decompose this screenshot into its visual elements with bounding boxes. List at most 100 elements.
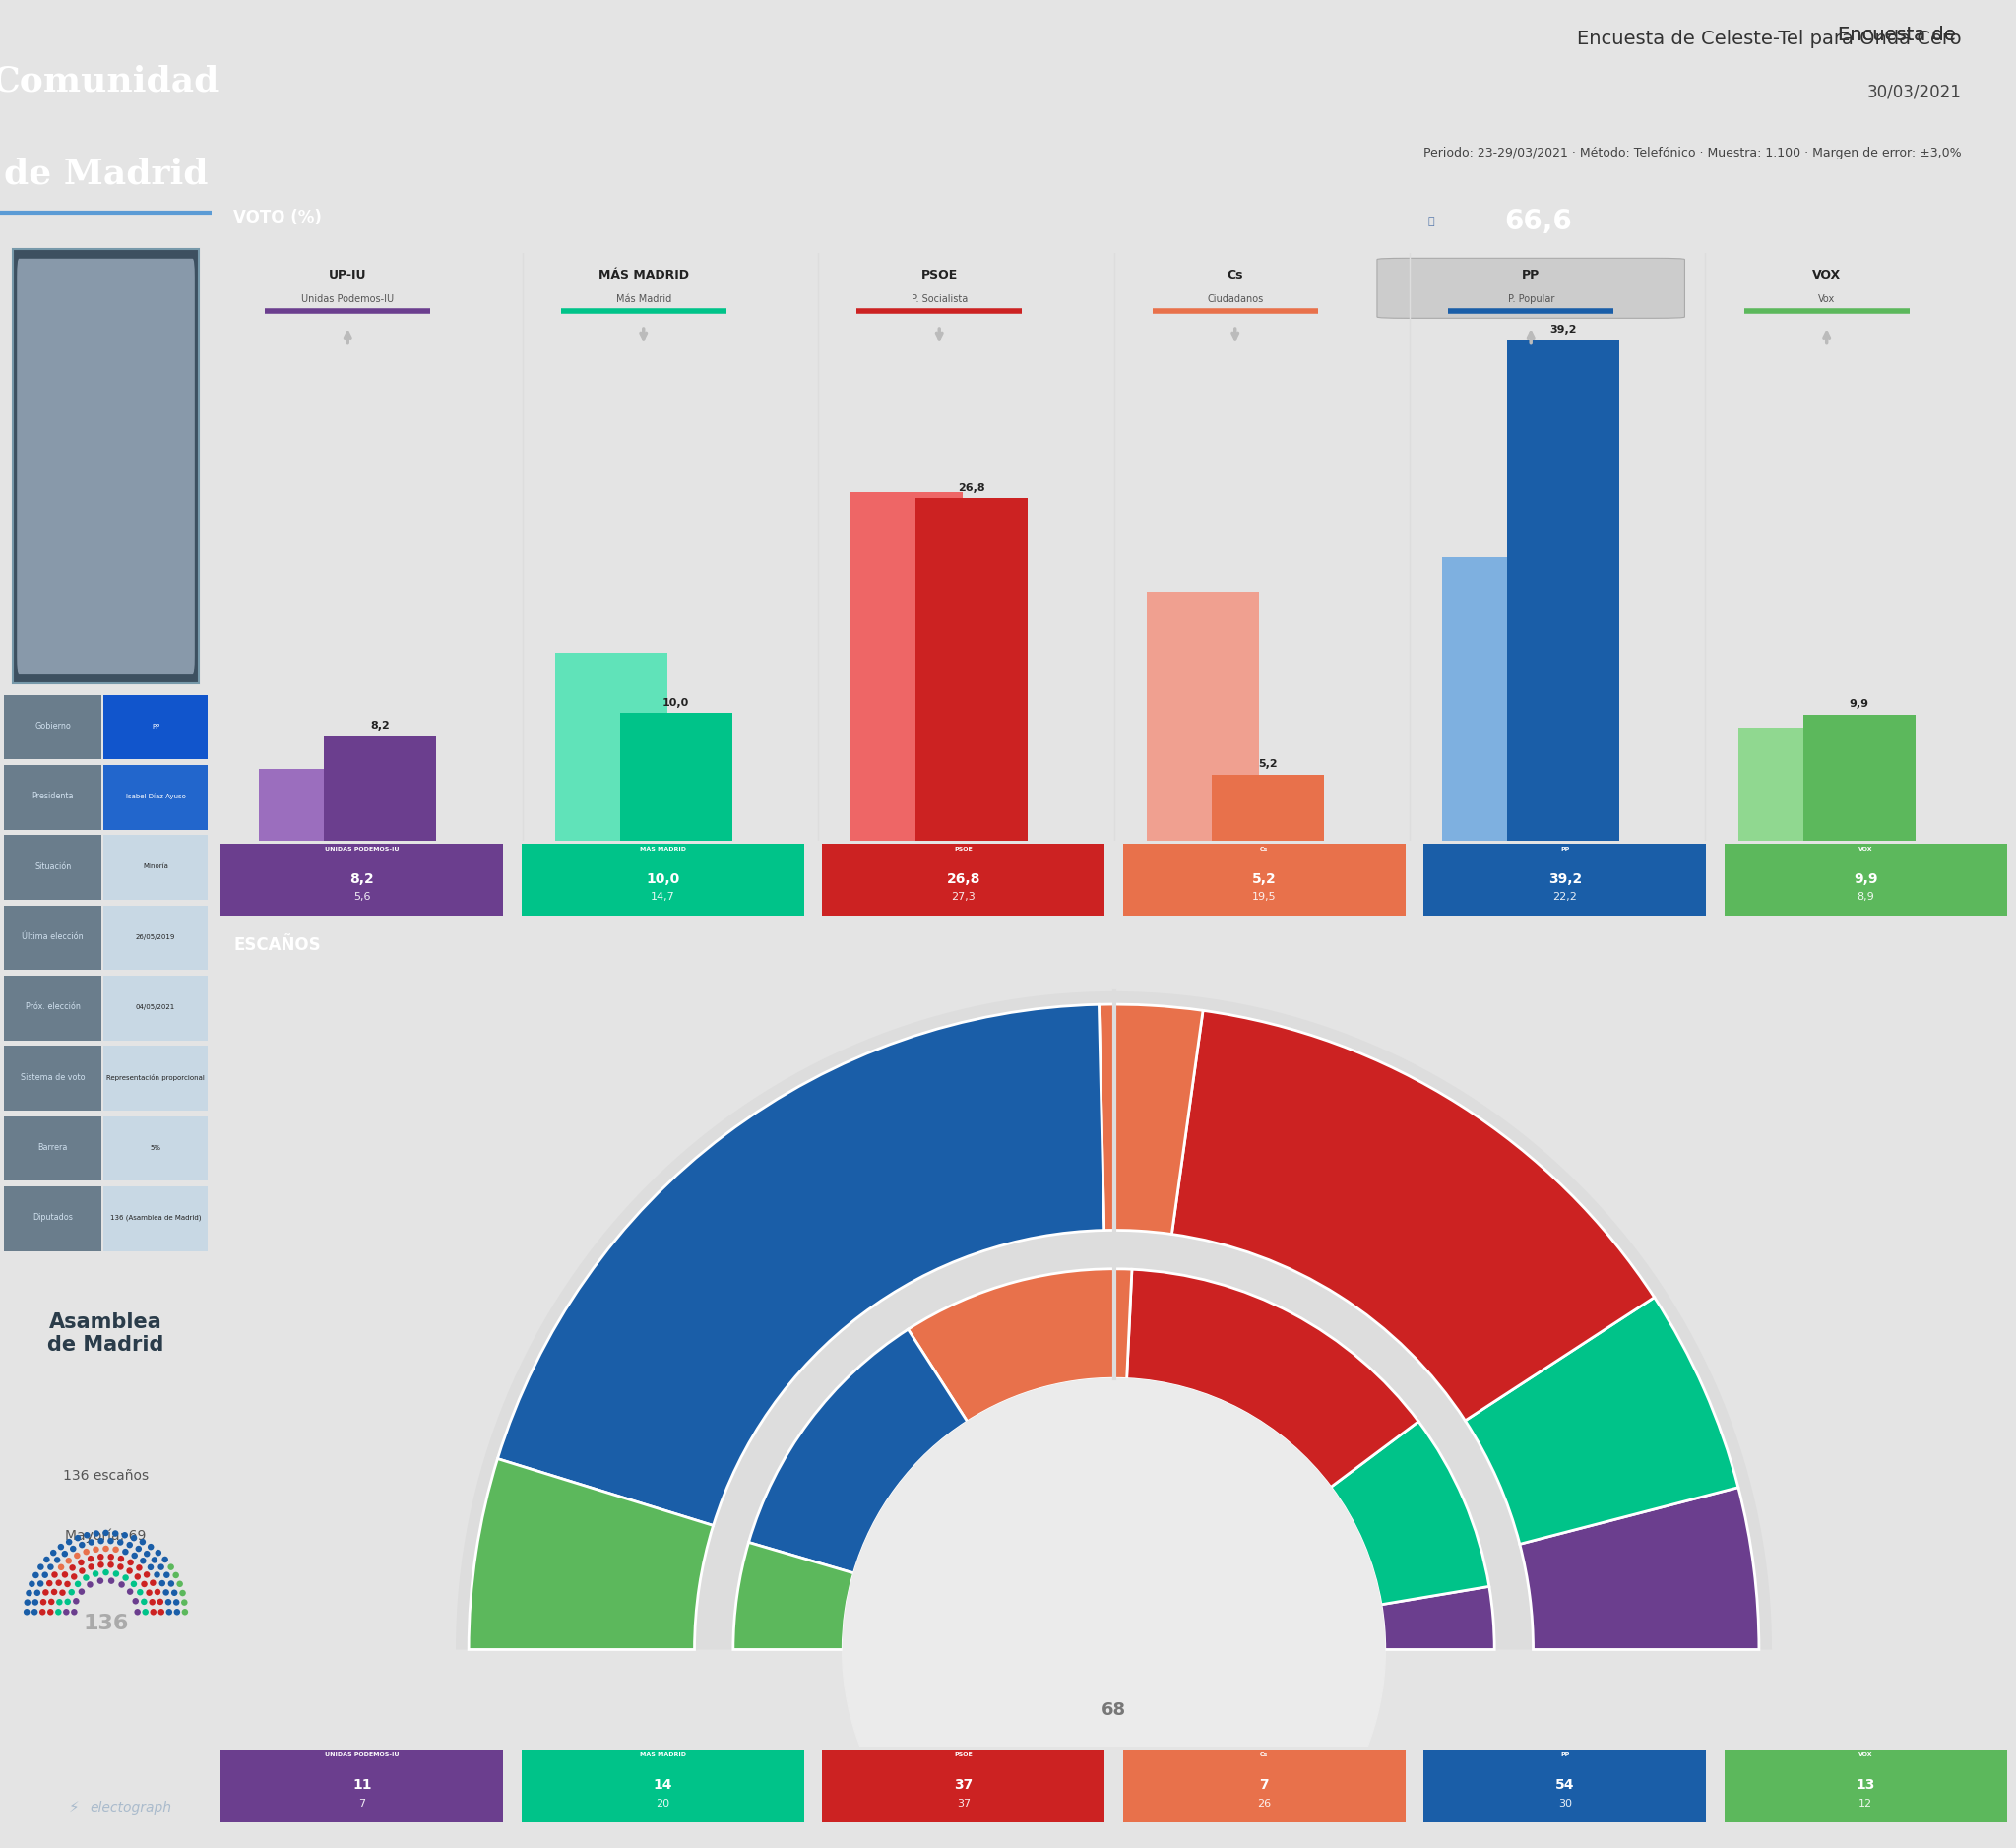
Wedge shape xyxy=(1520,1488,1760,1650)
Text: 64,3: 64,3 xyxy=(1504,272,1532,285)
Text: 9,9: 9,9 xyxy=(1853,872,1877,885)
Text: 5,6: 5,6 xyxy=(353,891,371,902)
Text: 12: 12 xyxy=(1859,1798,1873,1809)
Text: 5%: 5% xyxy=(149,1144,161,1151)
Text: Representación proporcional: Representación proporcional xyxy=(107,1074,206,1081)
Text: PSOE: PSOE xyxy=(921,268,958,281)
Text: VOX: VOX xyxy=(1812,268,1841,281)
Bar xyxy=(4,765,101,830)
Point xyxy=(163,1569,196,1599)
Point xyxy=(161,1597,194,1626)
Point xyxy=(117,1569,149,1599)
Text: P. Popular: P. Popular xyxy=(1508,294,1554,303)
Point xyxy=(143,1587,175,1617)
Point xyxy=(85,1550,117,1580)
Point xyxy=(26,1587,58,1617)
Text: Unidas Podemos-IU: Unidas Podemos-IU xyxy=(302,294,393,303)
Point xyxy=(159,1578,192,1608)
Text: PP: PP xyxy=(1560,1752,1570,1757)
Point xyxy=(67,1530,99,1560)
Text: Sistema de voto: Sistema de voto xyxy=(20,1074,85,1081)
Point xyxy=(155,1552,187,1582)
Point xyxy=(131,1560,163,1589)
Point xyxy=(48,1560,81,1589)
Bar xyxy=(4,976,101,1040)
Bar xyxy=(522,1750,804,1822)
Wedge shape xyxy=(498,1005,1105,1525)
Text: MÁS MADRID: MÁS MADRID xyxy=(639,846,685,852)
Text: 13: 13 xyxy=(1857,1778,1875,1793)
Point xyxy=(153,1587,185,1617)
Point xyxy=(145,1569,177,1599)
Point xyxy=(89,1517,121,1547)
Text: UP-IU: UP-IU xyxy=(329,268,367,281)
Point xyxy=(52,1526,85,1556)
Text: Cs: Cs xyxy=(1260,846,1268,852)
Point xyxy=(62,1569,95,1599)
Point xyxy=(149,1545,181,1574)
Point xyxy=(127,1526,159,1556)
Point xyxy=(16,1569,48,1599)
Point xyxy=(129,1569,161,1599)
Bar xyxy=(220,845,504,915)
Bar xyxy=(823,845,1105,915)
Point xyxy=(99,1534,131,1563)
Text: electograph: electograph xyxy=(91,1802,171,1815)
Point xyxy=(141,1560,173,1589)
Point xyxy=(75,1552,107,1582)
Point xyxy=(127,1547,159,1576)
Point xyxy=(133,1578,165,1608)
Point xyxy=(137,1569,169,1599)
Point xyxy=(101,1560,133,1589)
Circle shape xyxy=(843,1379,1385,1848)
Bar xyxy=(258,769,371,841)
Text: 20: 20 xyxy=(655,1798,669,1809)
Point xyxy=(155,1569,187,1599)
Point xyxy=(34,1552,67,1582)
Text: MÁS MADRID: MÁS MADRID xyxy=(599,268,689,281)
Text: UNIDAS PODEMOS-IU: UNIDAS PODEMOS-IU xyxy=(325,1752,399,1757)
Text: 10,0: 10,0 xyxy=(663,699,689,708)
Point xyxy=(135,1552,167,1582)
Text: 14,7: 14,7 xyxy=(651,891,675,902)
Bar xyxy=(1802,715,1915,841)
Point xyxy=(149,1578,181,1608)
Point xyxy=(60,1586,93,1615)
Point xyxy=(71,1521,103,1550)
Wedge shape xyxy=(1171,1011,1655,1421)
Circle shape xyxy=(843,1379,1385,1848)
Point xyxy=(58,1562,91,1591)
Text: 136: 136 xyxy=(83,1613,129,1634)
Point xyxy=(113,1556,145,1586)
Point xyxy=(24,1569,56,1599)
Wedge shape xyxy=(1331,1421,1490,1604)
Point xyxy=(46,1578,79,1608)
Point xyxy=(95,1541,127,1571)
Point xyxy=(119,1541,151,1571)
Point xyxy=(109,1521,141,1550)
Point xyxy=(159,1560,192,1589)
Text: Ciudadanos: Ciudadanos xyxy=(1208,294,1264,303)
Bar xyxy=(103,695,208,760)
Point xyxy=(123,1552,155,1582)
Text: PP: PP xyxy=(1560,846,1570,852)
Bar xyxy=(4,906,101,970)
Point xyxy=(151,1560,183,1589)
Point xyxy=(123,1534,155,1563)
Point xyxy=(113,1530,145,1560)
Text: 39,2: 39,2 xyxy=(1548,872,1583,885)
Point xyxy=(28,1560,60,1589)
Bar xyxy=(522,845,804,915)
Point xyxy=(109,1563,141,1593)
Bar xyxy=(1724,1750,2008,1822)
Point xyxy=(117,1523,149,1552)
Point xyxy=(137,1597,169,1626)
Point xyxy=(145,1552,177,1582)
Text: PP: PP xyxy=(151,723,159,730)
Wedge shape xyxy=(748,1329,968,1573)
Text: Asamblea
de Madrid: Asamblea de Madrid xyxy=(48,1312,163,1355)
Text: 10,0: 10,0 xyxy=(645,872,679,885)
Bar xyxy=(1441,558,1554,841)
Text: Barrera: Barrera xyxy=(38,1144,69,1151)
Point xyxy=(79,1560,111,1589)
